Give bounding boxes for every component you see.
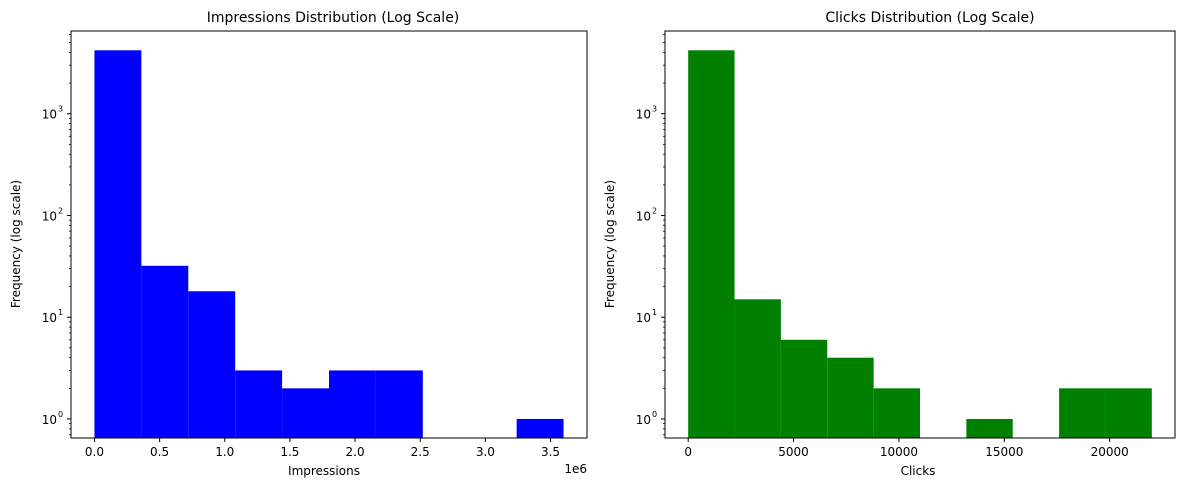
histogram-bar [329, 370, 376, 438]
x-axis-label: Clicks [901, 464, 936, 478]
x-tick-label: 10000 [880, 445, 918, 459]
x-tick-label: 0 [684, 445, 692, 459]
plot-frame [70, 30, 588, 439]
histogram-bar [188, 291, 236, 438]
x-tick-label: 15000 [985, 445, 1023, 459]
y-axis-label: Frequency (log scale) [9, 180, 23, 308]
histogram-bar [282, 388, 329, 438]
histogram-bar [516, 418, 564, 438]
x-tick-label: 0.0 [85, 445, 104, 459]
y-tick-exponent: 2 [58, 206, 63, 215]
histogram-bar [734, 299, 781, 438]
x-tick-label: 1.0 [215, 445, 234, 459]
histogram-bar [375, 370, 423, 438]
y-tick-label: 10 [636, 311, 651, 325]
y-tick-exponent: 3 [58, 105, 63, 114]
histogram-bar [827, 357, 874, 438]
x-tick-label: 2.5 [411, 445, 430, 459]
bars [94, 50, 564, 439]
histogram-bar [1059, 388, 1106, 438]
y-tick-exponent: 0 [652, 410, 657, 419]
y-tick-label: 10 [42, 413, 57, 427]
y-tick-label: 10 [42, 108, 57, 122]
y-tick-label: 10 [636, 413, 651, 427]
y-tick-exponent: 3 [652, 105, 657, 114]
histogram-bar [688, 50, 735, 439]
histogram-bar [94, 50, 142, 439]
histogram-bar [873, 388, 920, 438]
y-tick-label: 10 [636, 108, 651, 122]
x-ticks: 0 5000 10000 15000 20000 [684, 438, 1129, 459]
y-tick-exponent: 1 [652, 308, 657, 317]
plot-frame [664, 30, 1176, 439]
x-tick-label: 20000 [1091, 445, 1129, 459]
impressions-histogram-panel: Impressions Distribution (Log Scale) Imp… [9, 10, 588, 478]
y-tick-label: 10 [42, 311, 57, 325]
histogram-bar [780, 339, 828, 438]
y-tick-exponent: 0 [58, 410, 63, 419]
y-tick-label: 10 [42, 209, 57, 223]
histogram-bar [966, 418, 1013, 438]
x-axis-label: Impressions [288, 464, 360, 478]
chart-title: Impressions Distribution (Log Scale) [207, 10, 460, 26]
histogram-bar [1105, 388, 1152, 438]
x-tick-label: 3.0 [476, 445, 495, 459]
bars [688, 50, 1152, 439]
histogram-bar [235, 370, 283, 438]
x-ticks: 0.0 0.5 1.0 1.5 2.0 2.5 3.0 3.5 [85, 438, 560, 459]
y-axis-label: Frequency (log scale) [603, 180, 617, 308]
y-tick-exponent: 1 [58, 308, 63, 317]
x-tick-label: 1.5 [280, 445, 299, 459]
x-tick-label: 3.5 [541, 445, 560, 459]
y-tick-label: 10 [636, 209, 651, 223]
x-tick-label: 2.0 [346, 445, 365, 459]
x-tick-label: 5000 [778, 445, 809, 459]
y-tick-exponent: 2 [652, 206, 657, 215]
x-offset-label: 1e6 [564, 462, 587, 476]
chart-title: Clicks Distribution (Log Scale) [825, 10, 1034, 26]
x-tick-label: 0.5 [150, 445, 169, 459]
clicks-histogram-panel: Clicks Distribution (Log Scale) Clicks F… [603, 10, 1176, 478]
histogram-bar [141, 265, 189, 438]
